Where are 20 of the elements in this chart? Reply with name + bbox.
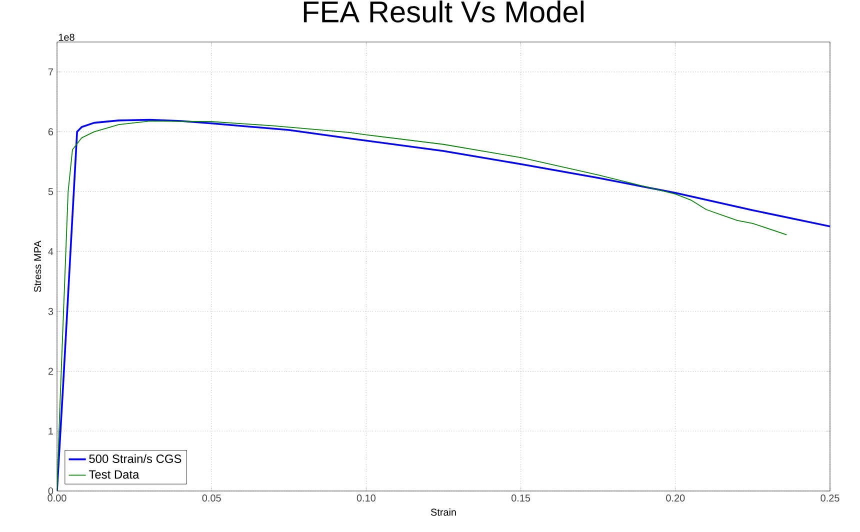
x-tick-label: 0.25: [820, 494, 840, 502]
x-tick-label: 0.20: [666, 494, 685, 502]
y-tick-label: 5: [48, 188, 54, 196]
x-tick-label: 0.15: [512, 494, 530, 502]
y-tick-label: 6: [48, 128, 54, 136]
legend-label: 500 Strain/s CGS: [89, 454, 182, 463]
chart-title: FEA Result Vs Model: [304, 0, 584, 23]
y-axis-title: Stress MPA: [34, 240, 42, 292]
y-tick-label: 0: [48, 487, 54, 495]
x-axis-title: Strain: [430, 508, 456, 516]
text: 1e8: [58, 34, 74, 41]
legend-label: Test Data: [88, 470, 140, 479]
x-tick-label: 0.00: [48, 494, 66, 502]
x-tick-label: 0.10: [356, 494, 376, 502]
x-tick-label: 0.05: [202, 494, 221, 502]
y-tick-label: 2: [48, 368, 53, 375]
y-tick-label: 1: [48, 428, 53, 435]
y-tick-label: 4: [48, 248, 54, 255]
y-tick-label: 7: [48, 68, 53, 76]
y-tick-label: 3: [48, 308, 54, 315]
